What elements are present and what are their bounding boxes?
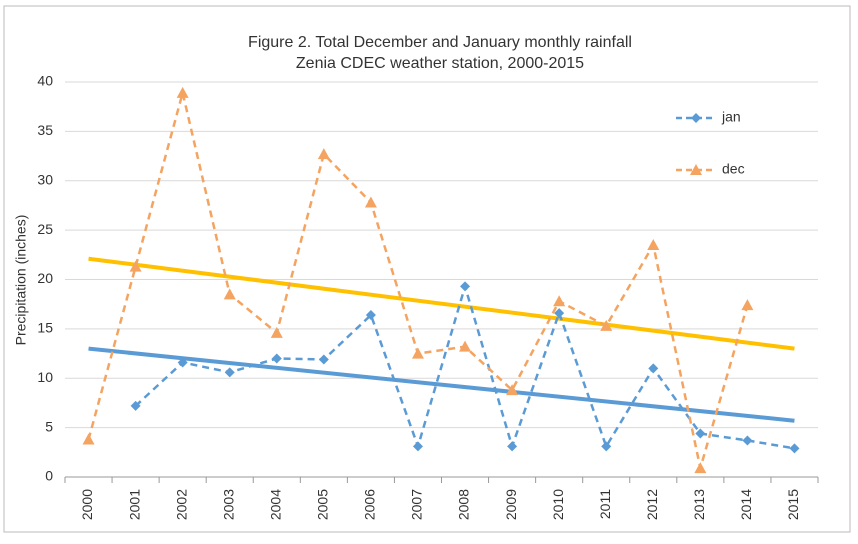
marker: [459, 340, 472, 352]
marker: [411, 347, 424, 359]
marker: [223, 288, 236, 300]
marker: [789, 443, 800, 454]
marker: [600, 319, 613, 331]
x-tick-label: 2004: [267, 489, 283, 520]
trendline: [88, 346, 795, 423]
chart-frame: [3, 5, 851, 533]
x-tick-label: 2010: [550, 489, 566, 520]
x-tick-label: 2002: [173, 489, 189, 520]
chart-title: Figure 2. Total December and January mon…: [248, 34, 632, 51]
marker: [506, 384, 519, 396]
marker: [601, 441, 612, 452]
trendline: [88, 256, 795, 351]
x-tick-label: 2003: [220, 489, 236, 520]
y-tick-label: 30: [37, 171, 53, 187]
y-tick-label: 15: [37, 320, 53, 336]
marker: [694, 462, 707, 474]
marker: [553, 295, 566, 307]
marker: [695, 428, 706, 439]
x-tick-label: 2006: [362, 489, 378, 520]
x-tick-label: 2000: [79, 489, 95, 520]
y-tick-label: 40: [37, 73, 53, 89]
marker: [176, 86, 189, 98]
legend-label: jan: [721, 109, 741, 125]
legend-label: dec: [722, 161, 745, 177]
marker: [364, 196, 377, 208]
y-tick-label: 5: [45, 418, 53, 434]
x-tick-label: 2011: [597, 489, 613, 519]
marker: [129, 260, 142, 272]
marker: [317, 148, 330, 160]
marker: [271, 353, 282, 364]
marker: [741, 299, 754, 311]
marker: [82, 433, 95, 445]
y-axis-label: Precipitation (inches): [13, 215, 29, 346]
marker: [177, 357, 188, 368]
marker: [460, 281, 471, 292]
marker: [648, 363, 659, 374]
marker: [224, 367, 235, 378]
marker: [270, 326, 283, 338]
marker: [365, 310, 376, 321]
x-tick-label: 2005: [315, 489, 331, 520]
marker: [647, 238, 660, 250]
x-tick-label: 2013: [691, 489, 707, 520]
x-tick-label: 2009: [503, 489, 519, 520]
x-tick-label: 2012: [644, 489, 660, 520]
x-tick-label: 2007: [409, 489, 425, 520]
chart-subtitle: Zenia CDEC weather station, 2000-2015: [296, 55, 584, 72]
y-tick-label: 0: [45, 468, 53, 484]
y-tick-label: 25: [37, 221, 53, 237]
marker: [742, 435, 753, 446]
y-tick-label: 35: [37, 122, 53, 138]
y-tick-label: 20: [37, 270, 53, 286]
marker: [412, 441, 423, 452]
marker: [318, 354, 329, 365]
x-tick-label: 2015: [785, 489, 801, 520]
x-tick-label: 2008: [456, 489, 472, 520]
y-tick-label: 10: [37, 369, 53, 385]
x-tick-label: 2001: [126, 489, 142, 520]
marker: [130, 400, 141, 411]
legend-marker: [690, 164, 702, 175]
marker: [507, 441, 518, 452]
marker: [554, 308, 565, 319]
legend-marker: [691, 113, 701, 123]
x-tick-label: 2014: [738, 489, 754, 520]
